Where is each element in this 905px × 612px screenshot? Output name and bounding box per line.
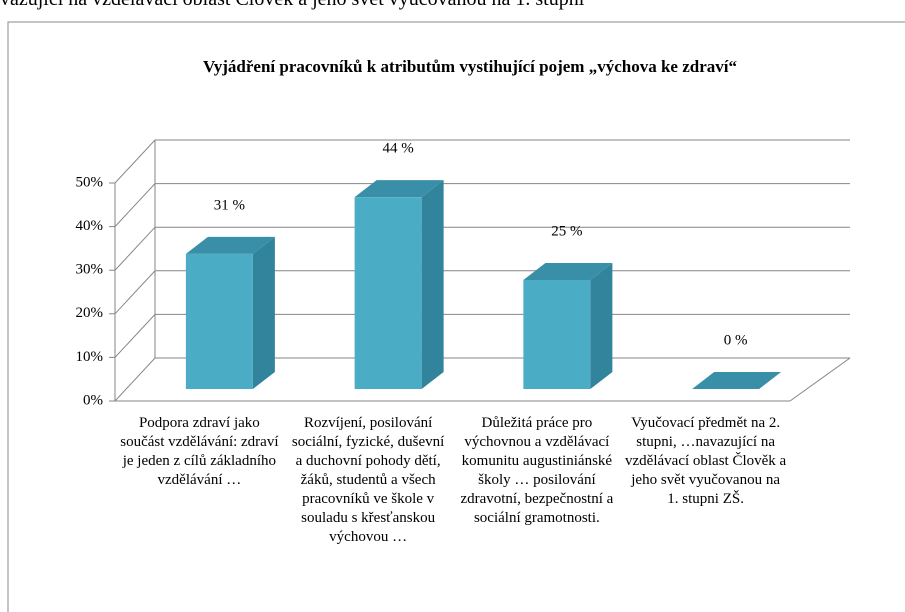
header-text: vazující na vzdělávací oblast Člověk a j… [0,0,584,11]
chart-border [7,21,905,612]
grid-line [109,139,850,184]
grid-line [109,183,850,228]
y-tick-label: 50% [76,174,104,190]
y-tick-label: 10% [76,349,104,365]
x-tick-label: Podpora zdraví jako součást vzdělávání: … [120,415,279,488]
bar-top [185,236,275,254]
bar-side [252,236,275,389]
floor-edge [789,357,851,402]
x-tick-label: Vyučovací předmět na 2. stupni, …navazuj… [625,415,787,507]
value-label: 44 % [383,141,414,157]
bar [354,197,422,389]
y-tick-label: 0% [83,392,103,408]
value-label: 25 % [551,223,582,239]
bar [185,253,253,389]
bar-top [692,372,782,389]
grid-line [109,270,850,315]
bar [523,280,591,389]
y-tick-label: 30% [76,262,104,278]
grid-line [109,313,850,358]
chart-title: Vyjádření pracovníků k atributům vystihu… [203,57,737,76]
x-tick-label: Rozvíjení, posilování sociální, fyzické,… [291,415,445,545]
grid-line [109,357,850,402]
value-label: 0 % [724,332,748,348]
grid-line [109,226,850,271]
bar-top [354,180,444,198]
y-tick-label: 20% [76,305,104,321]
y-tick-label: 40% [76,218,104,234]
value-label: 31 % [214,197,245,213]
x-tick-label: Důležitá práce pro výchovnou a vzdělávac… [460,415,614,526]
bar-side [421,180,444,389]
bar-side [590,263,613,389]
bar-top [523,263,613,280]
